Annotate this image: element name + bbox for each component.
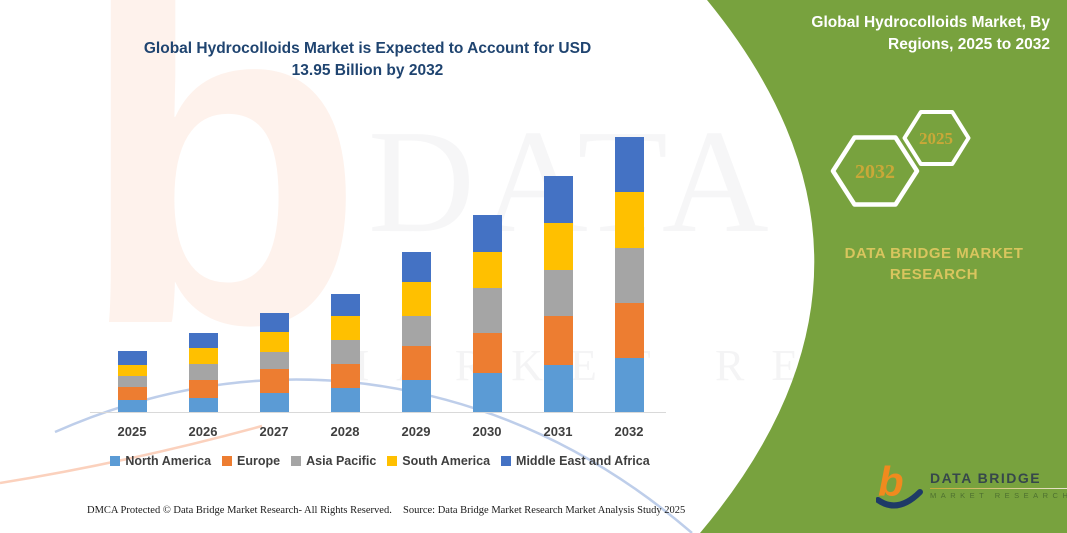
bar-segment bbox=[401, 282, 431, 317]
bar-segment bbox=[330, 339, 360, 364]
brand-line1: DATA BRIDGE MARKET bbox=[844, 245, 1024, 262]
bar-segment bbox=[259, 352, 289, 370]
legend-item: Asia Pacific bbox=[291, 454, 376, 468]
bar-segment bbox=[188, 398, 218, 412]
bar-segment bbox=[188, 333, 218, 349]
bar-segment bbox=[614, 136, 644, 192]
bar-segment bbox=[472, 214, 502, 253]
x-tick-label: 2026 bbox=[188, 424, 218, 439]
bar-segment bbox=[401, 251, 431, 283]
bar-segment bbox=[330, 387, 360, 412]
legend-marker bbox=[501, 456, 512, 466]
bar-segment bbox=[259, 369, 289, 393]
brand-wordmark: DATA BRIDGE MARKET RESEARCH bbox=[818, 243, 1050, 285]
stacked-bar-2027 bbox=[259, 313, 289, 412]
bar-segment bbox=[188, 364, 218, 381]
chart-title-line2: 13.95 Billion by 2032 bbox=[291, 62, 444, 79]
bar-segment bbox=[472, 333, 502, 374]
legend-marker bbox=[110, 456, 121, 466]
x-tick-label: 2025 bbox=[117, 424, 147, 439]
stacked-bar-2031 bbox=[543, 175, 573, 412]
bar-segment bbox=[330, 316, 360, 340]
legend-item: Europe bbox=[222, 454, 280, 468]
bar-segment bbox=[472, 288, 502, 334]
bar-segment bbox=[188, 380, 218, 398]
chart-title: Global Hydrocolloids Market is Expected … bbox=[85, 38, 650, 82]
legend-item: North America bbox=[110, 454, 211, 468]
legend-item: Middle East and Africa bbox=[501, 454, 650, 468]
stacked-bar-2029 bbox=[401, 251, 431, 412]
legend-marker bbox=[291, 456, 302, 466]
year-hexagons: 2025 2032 bbox=[830, 110, 971, 207]
chart-area: Global Hydrocolloids Market is Expected … bbox=[0, 38, 760, 468]
x-tick-label: 2027 bbox=[259, 424, 289, 439]
hexagon-2025-year: 2025 bbox=[919, 129, 953, 148]
legend-label: South America bbox=[402, 454, 491, 468]
bar-segment bbox=[614, 191, 644, 248]
bar-segment bbox=[259, 393, 289, 412]
legend-label: Europe bbox=[237, 454, 281, 468]
bar-segment bbox=[472, 252, 502, 289]
x-tick-label: 2028 bbox=[330, 424, 360, 439]
bar-segment bbox=[117, 365, 147, 377]
legend-label: Middle East and Africa bbox=[516, 454, 650, 468]
legend-label: Asia Pacific bbox=[306, 454, 377, 468]
source-note: Source: Data Bridge Market Research Mark… bbox=[403, 505, 686, 516]
bar-segment bbox=[330, 363, 360, 388]
bar-segment bbox=[472, 373, 502, 412]
plot-area bbox=[90, 136, 666, 413]
stacked-bar-2025 bbox=[117, 351, 147, 412]
bar-segment bbox=[259, 332, 289, 353]
x-axis-labels: 2025 2026 2027 2028 2029 2030 2031 2032 bbox=[0, 424, 760, 442]
bar-segment bbox=[614, 358, 644, 412]
bar-segment bbox=[401, 380, 431, 412]
side-panel-title-line2: Regions, 2025 to 2032 bbox=[888, 36, 1050, 53]
legend-item: South America bbox=[387, 454, 490, 468]
chart-title-line1: Global Hydrocolloids Market is Expected … bbox=[143, 40, 592, 57]
stacked-bar-2026 bbox=[188, 333, 218, 412]
bar-segment bbox=[188, 348, 218, 365]
stacked-bar-2032 bbox=[614, 136, 644, 412]
svg-text:b: b bbox=[878, 460, 904, 505]
side-panel-title-line1: Global Hydrocolloids Market, By bbox=[811, 14, 1050, 31]
x-tick-label: 2029 bbox=[401, 424, 431, 439]
bar-segment bbox=[543, 175, 573, 223]
x-axis-line bbox=[90, 412, 666, 413]
company-logo: b DATA BRIDGE MARKET RESEARCH bbox=[876, 460, 1067, 510]
brand-line2: RESEARCH bbox=[889, 266, 979, 283]
bar-segment bbox=[117, 376, 147, 388]
x-tick-label: 2030 bbox=[472, 424, 502, 439]
bar-segment bbox=[401, 316, 431, 347]
stacked-bar-2028 bbox=[330, 293, 360, 412]
x-tick-label: 2032 bbox=[614, 424, 644, 439]
bar-segment bbox=[117, 351, 147, 366]
x-tick-label: 2031 bbox=[543, 424, 573, 439]
legend-marker bbox=[222, 456, 233, 466]
bar-segment bbox=[543, 365, 573, 412]
logo-name: DATA BRIDGE bbox=[930, 470, 1067, 489]
bar-segment bbox=[543, 269, 573, 317]
bar-segment bbox=[543, 316, 573, 366]
bar-segment bbox=[401, 346, 431, 381]
dmca-notice: DMCA Protected © Data Bridge Market Rese… bbox=[87, 505, 392, 516]
stacked-bar-2030 bbox=[472, 214, 502, 412]
legend-label: North America bbox=[125, 454, 212, 468]
bar-segment bbox=[330, 293, 360, 317]
bar-segment bbox=[614, 303, 644, 359]
legend: North America Europe Asia Pacific South Ame… bbox=[55, 454, 705, 468]
company-logo-icon: b bbox=[876, 460, 923, 509]
hexagon-2032-year: 2032 bbox=[855, 161, 895, 183]
bar-segment bbox=[117, 399, 147, 412]
logo-subtitle: MARKET RESEARCH bbox=[930, 491, 1067, 500]
side-panel-title: Global Hydrocolloids Market, By Regions,… bbox=[755, 12, 1050, 56]
bar-segment bbox=[117, 387, 147, 400]
bar-segment bbox=[614, 247, 644, 304]
bar-segment bbox=[259, 313, 289, 333]
bar-segment bbox=[543, 222, 573, 270]
legend-marker bbox=[387, 456, 398, 466]
